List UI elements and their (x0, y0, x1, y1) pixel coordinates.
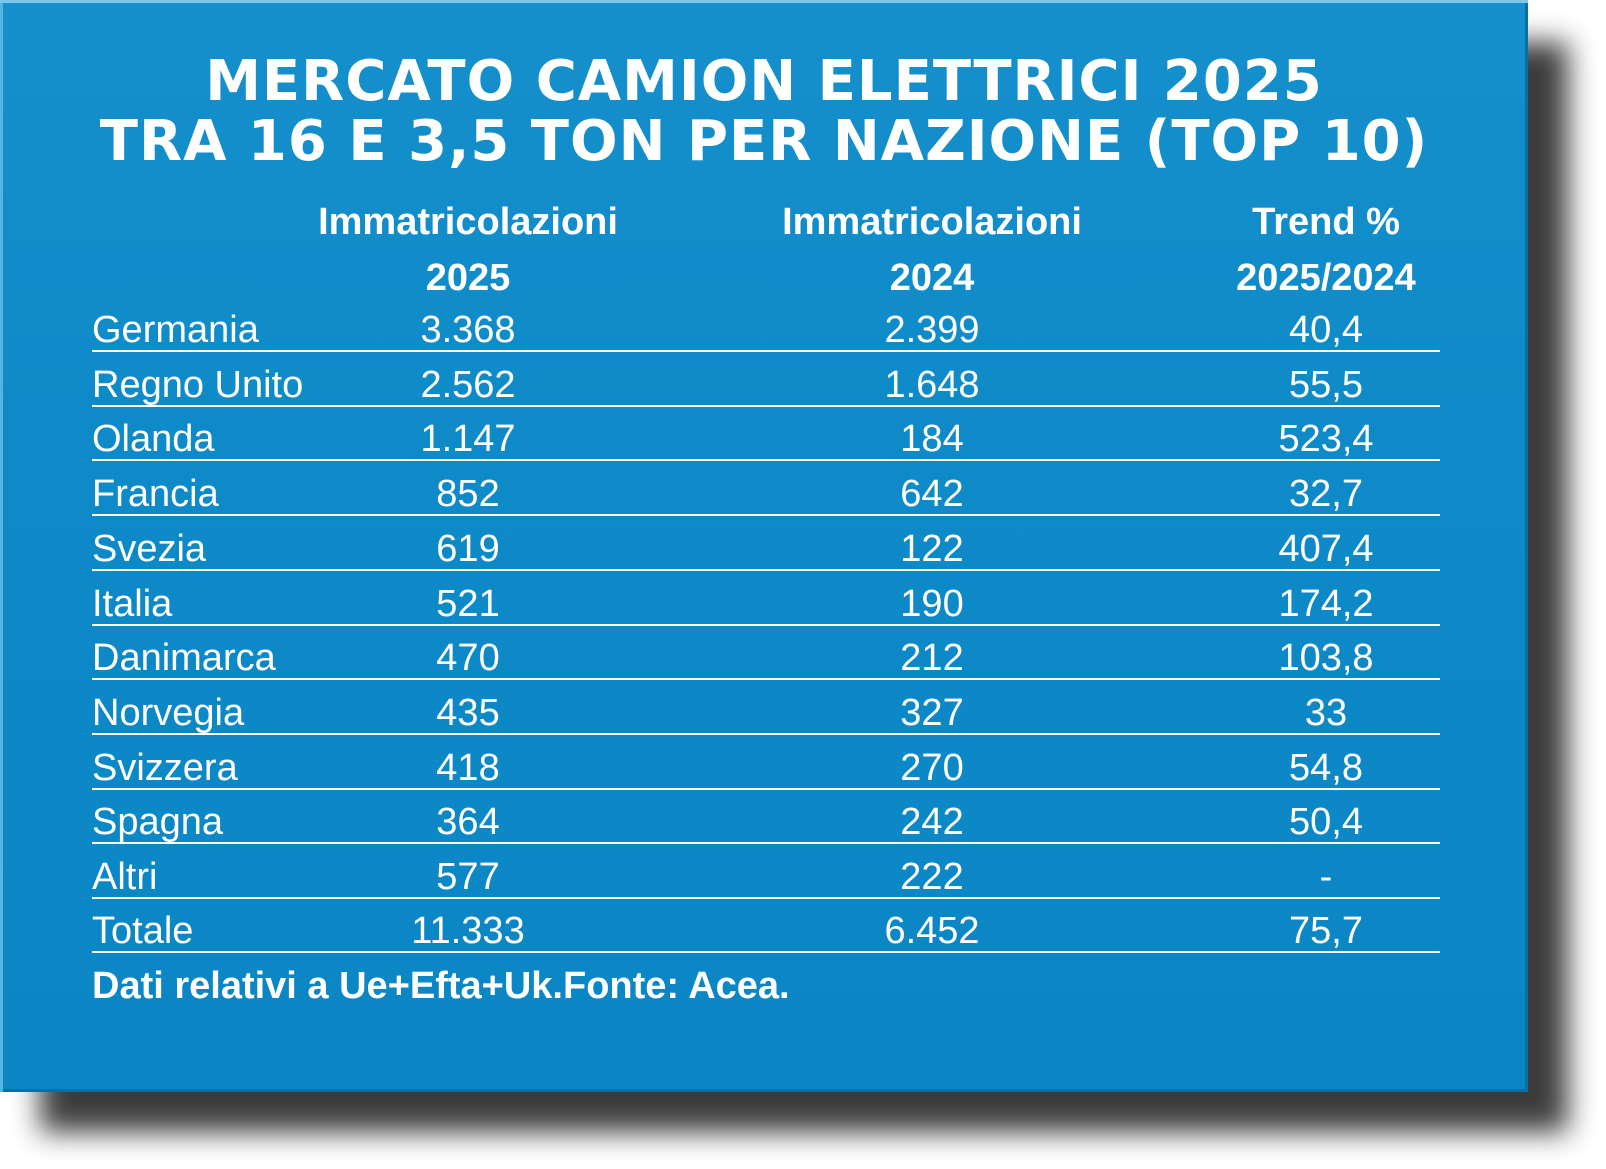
trend-cell: 407,4 (1278, 528, 1374, 570)
country-cell: Germania (92, 309, 259, 351)
registrations-2025-cell: 2.562 (420, 364, 516, 406)
header-2024: Immatricolazioni 2024 (722, 194, 1142, 306)
table-row: Danimarca 470 212 103,8 (92, 624, 1440, 680)
header-2025-line1: Immatricolazioni (318, 201, 618, 243)
registrations-2024-cell: 1.648 (884, 364, 980, 406)
header-2025-line2: 2025 (425, 257, 511, 299)
registrations-2024-cell: 184 (900, 418, 964, 460)
country-cell: Totale (92, 910, 194, 952)
trend-cell: 54,8 (1289, 747, 1363, 789)
trend-cell: 50,4 (1289, 801, 1363, 843)
page-title: MERCATO CAMION ELETTRICI 2025 TRA 16 E 3… (0, 52, 1528, 172)
table-row: Spagna 364 242 50,4 (92, 788, 1440, 844)
country-cell: Regno Unito (92, 364, 304, 406)
registrations-2024-cell: 6.452 (884, 910, 980, 952)
registrations-2024-cell: 242 (900, 801, 964, 843)
registrations-2024-cell: 190 (900, 583, 964, 625)
registrations-2025-cell: 577 (436, 856, 500, 898)
trend-cell: 55,5 (1289, 364, 1363, 406)
country-cell: Danimarca (92, 637, 276, 679)
country-cell: Francia (92, 473, 219, 515)
table-row: Germania 3.368 2.399 40,4 (92, 296, 1440, 352)
registrations-2024-cell: 2.399 (884, 309, 980, 351)
registrations-2024-cell: 122 (900, 528, 964, 570)
registrations-2025-cell: 3.368 (420, 309, 516, 351)
registrations-2025-cell: 521 (436, 583, 500, 625)
trend-cell: 40,4 (1289, 309, 1363, 351)
header-trend-line2: 2025/2024 (1236, 257, 1416, 299)
table-row: Svizzera 418 270 54,8 (92, 734, 1440, 790)
table-row: Francia 852 642 32,7 (92, 460, 1440, 516)
country-cell: Altri (92, 856, 158, 898)
title-line-2: TRA 16 E 3,5 TON PER NAZIONE (TOP 10) (99, 109, 1429, 174)
registrations-2025-cell: 852 (436, 473, 500, 515)
trend-cell: 32,7 (1289, 473, 1363, 515)
registrations-2024-cell: 270 (900, 747, 964, 789)
registrations-2024-cell: 222 (900, 856, 964, 898)
header-2025: Immatricolazioni 2025 (258, 194, 678, 306)
header-trend: Trend % 2025/2024 (1116, 194, 1528, 306)
trend-cell: - (1319, 856, 1333, 898)
trend-cell: 33 (1304, 692, 1348, 734)
registrations-2025-cell: 11.333 (411, 910, 525, 952)
table-row: Olanda 1.147 184 523,4 (92, 405, 1440, 461)
total-row: Totale 11.333 6.452 75,7 (92, 897, 1440, 953)
country-cell: Svizzera (92, 747, 238, 789)
trend-cell: 174,2 (1278, 583, 1374, 625)
country-cell: Svezia (92, 528, 207, 570)
source-note: Dati relativi a Ue+Efta+Uk.Fonte: Acea. (92, 965, 790, 1007)
country-cell: Olanda (92, 418, 215, 460)
country-cell: Italia (92, 583, 173, 625)
table-row: Regno Unito 2.562 1.648 55,5 (92, 351, 1440, 407)
title-line-1: MERCATO CAMION ELETTRICI 2025 (205, 49, 1323, 114)
country-cell: Norvegia (92, 692, 245, 734)
trend-cell: 523,4 (1278, 418, 1374, 460)
registrations-2025-cell: 1.147 (420, 418, 516, 460)
registrations-2025-cell: 470 (436, 637, 500, 679)
registrations-2024-cell: 642 (900, 473, 964, 515)
header-2024-line1: Immatricolazioni (782, 201, 1082, 243)
registrations-2025-cell: 619 (436, 528, 500, 570)
table-row: Italia 521 190 174,2 (92, 570, 1440, 626)
table-row: Altri 577 222 - (92, 843, 1440, 899)
table-panel: MERCATO CAMION ELETTRICI 2025 TRA 16 E 3… (0, 0, 1528, 1092)
trend-cell: 75,7 (1289, 910, 1363, 952)
table-row: Norvegia 435 327 33 (92, 679, 1440, 735)
table-row: Svezia 619 122 407,4 (92, 515, 1440, 571)
header-trend-line1: Trend % (1252, 201, 1400, 243)
header-2024-line2: 2024 (889, 257, 975, 299)
registrations-2024-cell: 327 (900, 692, 964, 734)
registrations-2025-cell: 418 (436, 747, 500, 789)
registrations-2024-cell: 212 (900, 637, 964, 679)
trend-cell: 103,8 (1278, 637, 1374, 679)
registrations-2025-cell: 364 (436, 801, 500, 843)
country-cell: Spagna (92, 801, 224, 843)
registrations-2025-cell: 435 (436, 692, 500, 734)
